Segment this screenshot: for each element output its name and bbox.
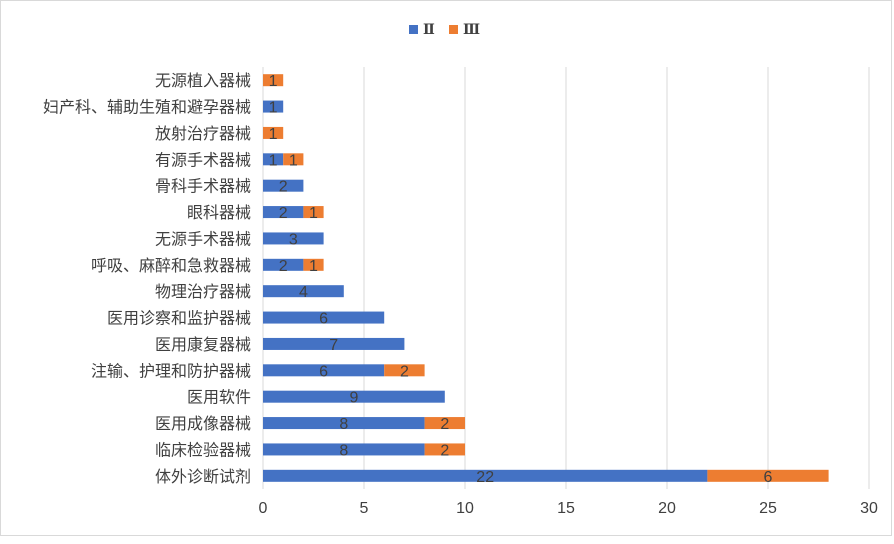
x-tick-label: 0	[259, 500, 268, 517]
x-tick-label: 10	[456, 500, 474, 517]
category-label: 医用软件	[187, 388, 251, 407]
bar-segment-series-1	[263, 285, 344, 298]
data-label: 2	[400, 363, 409, 380]
x-tick-label: 15	[557, 500, 575, 517]
category-label: 呼吸、麻醉和急救器械	[91, 256, 251, 275]
data-label: 1	[269, 73, 278, 90]
bar-segment-series-1	[263, 100, 284, 113]
bar-segment-series-2	[303, 258, 324, 271]
legend-swatch	[449, 25, 458, 34]
data-label: 1	[269, 152, 278, 169]
data-label: 7	[329, 337, 338, 354]
bar-segment-series-2	[303, 206, 324, 219]
bar-segment-series-1	[263, 390, 445, 403]
data-label: 1	[289, 152, 298, 169]
category-label: 医用康复器械	[155, 335, 251, 354]
legend-label: Ⅱ	[423, 22, 435, 38]
data-label: 1	[309, 258, 318, 275]
data-label: 2	[440, 442, 449, 459]
bar-segment-series-1	[263, 364, 385, 377]
bar-segment-series-2	[283, 153, 304, 166]
data-label: 2	[279, 179, 288, 196]
bar-segment-series-1	[263, 206, 304, 219]
category-label: 物理治疗器械	[155, 282, 251, 301]
data-label: 1	[309, 205, 318, 222]
x-tick-label: 25	[759, 500, 777, 517]
bar-segment-series-1	[263, 232, 324, 245]
x-tick-label: 30	[860, 500, 878, 517]
bar-segment-series-2	[263, 74, 284, 87]
data-label: 6	[319, 311, 328, 328]
bar-segment-series-1	[263, 337, 405, 350]
bar-segment-series-1	[263, 443, 425, 456]
category-label: 无源植入器械	[155, 71, 251, 90]
category-label: 体外诊断试剂	[155, 467, 251, 486]
data-label: 6	[319, 363, 328, 380]
x-tick-label: 5	[360, 500, 369, 517]
x-tick-label: 20	[658, 500, 676, 517]
bar-segment-series-2	[707, 469, 829, 482]
bar-segment-series-2	[263, 126, 284, 139]
data-label: 1	[269, 126, 278, 143]
data-label: 2	[440, 416, 449, 433]
category-label: 注输、护理和防护器械	[91, 361, 251, 380]
data-label: 2	[279, 258, 288, 275]
bar-segment-series-1	[263, 417, 425, 430]
category-label: 骨科手术器械	[155, 177, 251, 196]
bar-segment-series-1	[263, 311, 385, 324]
bar-segment-series-2	[384, 364, 425, 377]
bar-segment-series-2	[424, 443, 465, 456]
data-label: 22	[476, 469, 494, 486]
category-label: 放射治疗器械	[155, 124, 251, 143]
data-label: 6	[764, 469, 773, 486]
legend-swatch	[409, 25, 418, 34]
legend-label: Ⅲ	[463, 22, 480, 38]
data-label: 4	[299, 284, 308, 301]
category-label: 眼科器械	[187, 203, 251, 222]
category-label: 妇产科、辅助生殖和避孕器械	[43, 98, 251, 117]
bar-segment-series-1	[263, 258, 304, 271]
data-label: 3	[289, 231, 298, 248]
category-label: 临床检验器械	[155, 440, 251, 459]
data-label: 2	[279, 205, 288, 222]
bar-segment-series-2	[424, 417, 465, 430]
bar-segment-series-1	[263, 153, 284, 166]
category-label: 无源手术器械	[155, 229, 251, 248]
data-label: 1	[269, 100, 278, 117]
data-label: 9	[349, 390, 358, 407]
category-label: 医用诊察和监护器械	[107, 309, 251, 328]
bar-segment-series-1	[263, 469, 708, 482]
data-label: 8	[339, 442, 348, 459]
category-label: 有源手术器械	[155, 150, 251, 169]
data-label: 8	[339, 416, 348, 433]
category-label: 医用成像器械	[155, 414, 251, 433]
bar-segment-series-1	[263, 179, 304, 192]
